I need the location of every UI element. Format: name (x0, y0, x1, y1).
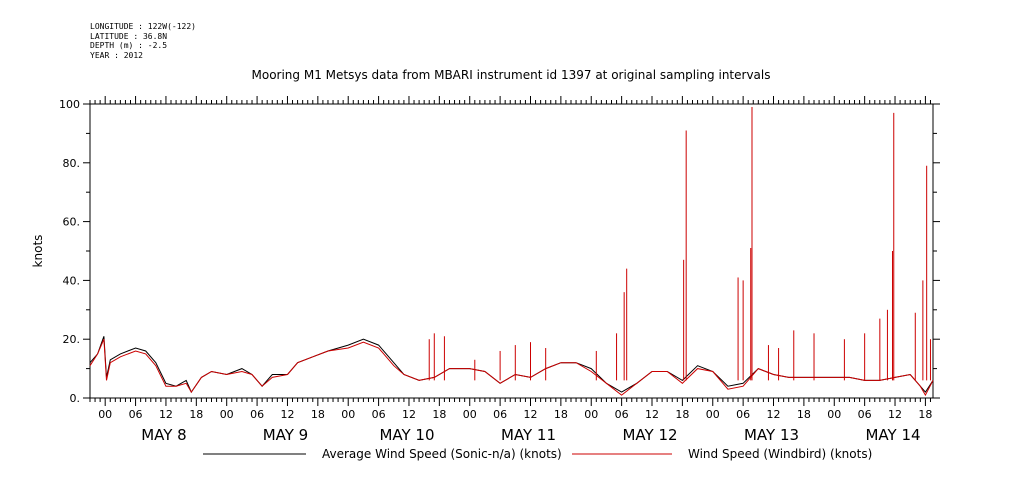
x-day-label: MAY 9 (263, 426, 309, 444)
x-hour-label: 12 (888, 408, 902, 421)
legend-average-wind-label: Average Wind Speed (Sonic-n/a) (knots) (322, 447, 562, 461)
plot-frame (89, 103, 934, 399)
year-label: YEAR : 2012 (90, 50, 143, 60)
y-tick-label: 40. (63, 274, 81, 287)
x-day-label: MAY 12 (622, 426, 677, 444)
longitude-label: LONGITUDE : 122W(-122) (90, 22, 196, 31)
x-hour-label: 12 (523, 408, 537, 421)
x-hour-label: 18 (918, 408, 932, 421)
x-hour-label: 18 (554, 408, 568, 421)
x-hour-label: 18 (675, 408, 689, 421)
y-axis-label: knots (31, 235, 45, 268)
x-day-label: MAY 8 (141, 426, 187, 444)
legend-windbird-label: Wind Speed (Windbird) (knots) (688, 447, 872, 461)
x-hour-label: 06 (615, 408, 629, 421)
x-hour-label: 00 (220, 408, 234, 421)
x-hour-label: 12 (767, 408, 781, 421)
x-hour-label: 18 (189, 408, 203, 421)
series-line-average-wind (89, 336, 934, 394)
x-day-label: MAY 13 (744, 426, 799, 444)
x-hour-label: 06 (736, 408, 750, 421)
x-hour-label: 00 (584, 408, 598, 421)
depth-label: DEPTH (m) : -2.5 (90, 41, 168, 50)
x-hour-label: 06 (129, 408, 143, 421)
x-hour-label: 18 (311, 408, 325, 421)
x-hour-label: 12 (402, 408, 416, 421)
x-hour-label: 06 (250, 408, 264, 421)
legend: Average Wind Speed (Sonic-n/a) (knots) Wi… (203, 447, 872, 461)
x-day-label: MAY 14 (865, 426, 920, 444)
y-tick-label: 20. (63, 333, 81, 346)
y-tick-label: 80. (63, 157, 81, 170)
x-hour-label: 00 (98, 408, 112, 421)
x-hour-label: 00 (463, 408, 477, 421)
x-hour-label: 18 (432, 408, 446, 421)
x-hour-label: 06 (372, 408, 386, 421)
x-day-label: MAY 11 (501, 426, 556, 444)
axes (83, 96, 940, 406)
x-hour-label: 00 (706, 408, 720, 421)
series-layer (89, 106, 934, 397)
y-tick-label: 100 (59, 98, 80, 111)
series-line-windbird (89, 339, 934, 397)
x-hour-label: 06 (493, 408, 507, 421)
x-hour-label: 18 (797, 408, 811, 421)
x-hour-label: 12 (645, 408, 659, 421)
x-hour-label: 12 (280, 408, 294, 421)
tick-labels: 0. 20. 40. 60. 80. 100 knots 00 06 12 18 00 06 12 18 00… (31, 98, 932, 444)
x-hour-label: 06 (858, 408, 872, 421)
x-hour-label: 12 (159, 408, 173, 421)
metadata-block: LONGITUDE : 122W(-122) LATITUDE : 36.8N … (90, 22, 196, 60)
x-hour-label: 00 (341, 408, 355, 421)
x-day-label: MAY 10 (379, 426, 434, 444)
latitude-label: LATITUDE : 36.8N (90, 31, 168, 41)
y-tick-label: 60. (63, 216, 81, 229)
chart-title: Mooring M1 Metsys data from MBARI instru… (251, 68, 771, 82)
y-tick-label: 0. (70, 392, 81, 405)
x-hour-label: 00 (827, 408, 841, 421)
